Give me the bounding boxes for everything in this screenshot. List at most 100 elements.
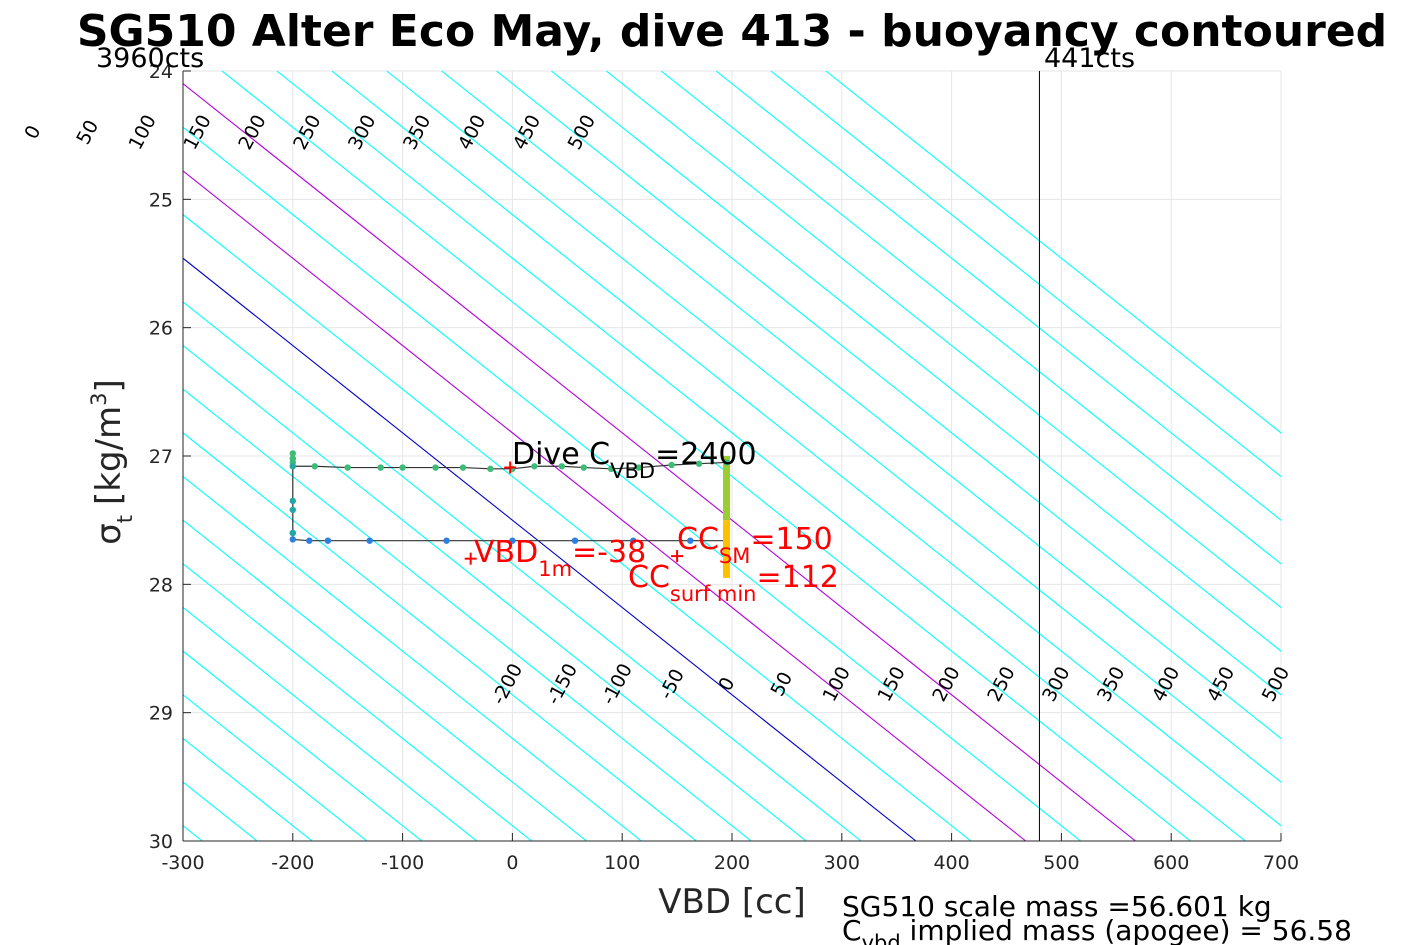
contour-line: [183, 388, 752, 841]
y-label-sigma: σ: [89, 523, 129, 545]
ann-ccsm-suffix: =150: [750, 522, 832, 557]
contour-line: [551, 71, 1281, 652]
descent-point: [459, 464, 467, 471]
bottom-point: [289, 463, 296, 470]
y-axis-label: σt [kg/m3]: [87, 379, 137, 545]
x-tick-label: 300: [824, 852, 860, 874]
svg-text:σt[kg/m3]: σt [kg/m3]: [87, 379, 137, 545]
contour-label-top: 250: [289, 111, 325, 153]
ann-vbd-prefix: VBD: [474, 535, 538, 570]
bottom-point: [289, 497, 296, 505]
contour-line: [183, 606, 478, 841]
descent-point: [668, 461, 675, 469]
chart-title: SG510 Alter Eco May, dive 413 - buoyancy…: [77, 6, 1387, 57]
contour-line: [386, 71, 1281, 783]
vbd-max-label: 441cts: [1044, 43, 1135, 74]
ann-vbd-sub: 1m: [538, 557, 572, 581]
ascent-point: [324, 537, 332, 544]
descent-point: [608, 465, 615, 473]
descent-point: [695, 460, 703, 467]
contour-label-top: 100: [124, 111, 160, 153]
descent-point: [635, 464, 642, 471]
contour-label-top: 50: [72, 117, 103, 149]
ascent-point: [289, 536, 296, 543]
ann-ccsurf-prefix: CC: [628, 560, 670, 595]
implied-sub: vbd: [862, 931, 901, 945]
ascent-point: [509, 537, 516, 544]
descent-point: [377, 464, 384, 471]
contour-label-bottom: 50: [766, 668, 797, 700]
descent-point: [311, 463, 318, 470]
contour-line: [183, 650, 423, 841]
contour-label-top: 300: [344, 111, 380, 153]
descent-point: [289, 455, 296, 462]
ascent-point: [571, 537, 579, 544]
contour-label-top: 200: [234, 111, 270, 153]
x-tick-label: 100: [604, 852, 640, 874]
contour-line: [183, 694, 368, 841]
y-tick-label: 30: [149, 831, 173, 853]
y-tick-label: 29: [149, 703, 173, 725]
contour-line: [183, 213, 972, 841]
ann-cvbd-prefix: Dive C: [512, 437, 610, 472]
contour-label-top: 450: [509, 111, 545, 153]
implied-mass-note: Cvbd implied mass (apogee) = 56.58: [842, 914, 1352, 945]
y-label-sub: t: [113, 515, 137, 523]
ann-vbd-suffix: =-38: [572, 535, 646, 570]
bottom-point: [289, 506, 296, 514]
vbd-min-label: 3960cts: [96, 43, 204, 74]
contour-label-bottom: 400: [1148, 663, 1184, 705]
scale-mass-note: SG510 scale mass =56.601 kg: [842, 890, 1272, 923]
contour-label-top: 400: [454, 111, 490, 153]
contour-line: [183, 257, 917, 841]
contour-line: [770, 71, 1281, 478]
implied-prefix: C: [842, 914, 862, 945]
x-tick-label: 700: [1263, 852, 1299, 874]
axes: [182, 70, 1282, 842]
ann-ccsm-sub: SM: [719, 544, 750, 568]
bottom-point: [289, 529, 296, 537]
contour-label-bottom: 300: [1038, 663, 1074, 705]
contour-label-bottom: 100: [819, 663, 855, 705]
contour-line: [183, 82, 1136, 841]
x-tick-label: 0: [506, 852, 518, 874]
descent-point: [558, 463, 566, 470]
contour-label-bottom: 250: [983, 663, 1019, 705]
annotations: [464, 461, 684, 565]
contour-line: [183, 519, 587, 841]
ascent-point: [629, 537, 637, 544]
dive-trace: [289, 450, 731, 578]
cvbd-marker: [504, 461, 517, 474]
contour-label-bottom: 150: [873, 663, 909, 705]
descent-point: [432, 464, 439, 471]
contour-line: [496, 71, 1281, 696]
descent-point: [344, 464, 351, 471]
contour-line: [183, 301, 862, 841]
y-tick-label: 27: [149, 446, 173, 468]
contour-label-top: 350: [399, 111, 435, 153]
descent-point: [580, 464, 587, 471]
annotation-dive-cvbd: Dive CVBD=2400: [512, 437, 757, 483]
contour-line: [183, 432, 697, 841]
vbd-1m-marker: [464, 552, 477, 565]
tick-labels: -300 -200 -100 0 100 200 300 400 500 600 700242526…: [149, 61, 1299, 874]
annotation-cc-surf: CCsurf min=112: [628, 560, 839, 606]
contour-label-bottom: 200: [928, 663, 964, 705]
contour-line: [221, 71, 1191, 841]
descent-point: [723, 459, 730, 466]
contour-line: [183, 170, 1027, 841]
contour-line: [183, 475, 642, 841]
y-label-unit: [kg/m: [89, 406, 129, 505]
ann-ccsurf-suffix: =112: [756, 560, 838, 595]
descent-point: [399, 464, 406, 471]
y-tick-label: 24: [149, 61, 173, 83]
descent-point: [487, 465, 494, 473]
contour-label-bottom: 0: [714, 674, 739, 695]
y-tick-label: 26: [149, 318, 173, 340]
x-tick-label: 600: [1153, 852, 1189, 874]
buoyancy-contours: [183, 71, 1281, 841]
contour-line: [276, 71, 1246, 841]
contour-label-bottom: 500: [1258, 663, 1294, 705]
ascent-point: [687, 537, 694, 544]
